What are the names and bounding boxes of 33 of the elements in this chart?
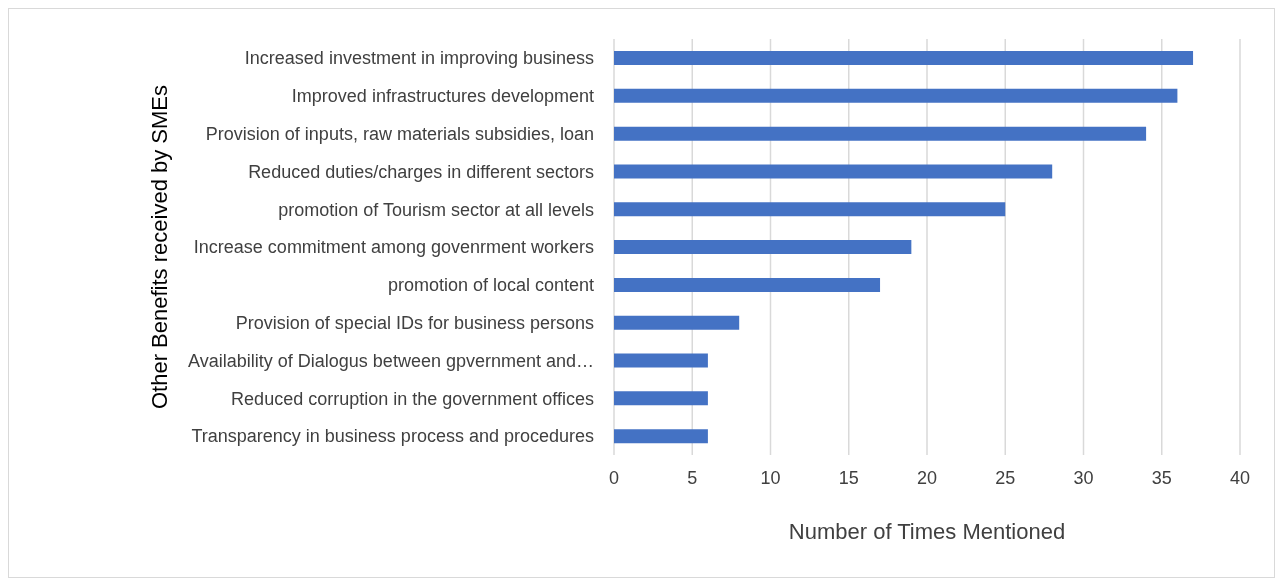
y-tick-label: promotion of Tourism sector at all levels bbox=[278, 199, 594, 220]
x-tick-label: 30 bbox=[1073, 467, 1094, 488]
y-tick-label: Provision of special IDs for business persons bbox=[235, 313, 594, 334]
bar bbox=[614, 353, 708, 368]
x-tick-label: 40 bbox=[1229, 467, 1251, 488]
bar bbox=[614, 164, 1053, 179]
y-tick-label: promotion of local content bbox=[387, 275, 594, 296]
bar bbox=[614, 88, 1178, 103]
x-axis-title: Number of Times Mentioned bbox=[788, 519, 1066, 544]
bar bbox=[614, 315, 740, 330]
bar bbox=[614, 391, 708, 406]
bar bbox=[614, 202, 1006, 217]
y-tick-label: Increase commitment among govenrment workers bbox=[193, 237, 594, 258]
x-tick-label: 15 bbox=[838, 467, 859, 488]
x-tick-label: 5 bbox=[687, 467, 698, 488]
bar bbox=[614, 51, 1194, 65]
y-tick-label: Reduced duties/charges in different sectors bbox=[248, 161, 594, 182]
y-axis-title: Other Benefits received by SMEs bbox=[146, 84, 172, 410]
y-tick-label: Reduced corruption in the government offices bbox=[231, 388, 594, 409]
x-tick-label: 35 bbox=[1151, 467, 1172, 488]
x-tick-label: 0 bbox=[608, 467, 620, 488]
x-tick-label: 10 bbox=[760, 467, 781, 488]
x-tick-label: 20 bbox=[916, 467, 938, 488]
bar bbox=[614, 429, 708, 444]
y-tick-label: Transparency in business process and procedures bbox=[191, 426, 594, 447]
y-tick-label: Provision of inputs, raw materials subsidies, loan bbox=[205, 123, 594, 144]
bar bbox=[614, 240, 912, 255]
y-tick-label: Improved infrastructures development bbox=[291, 86, 594, 107]
y-tick-label: Increased investment in improving business bbox=[244, 48, 594, 69]
bar bbox=[614, 277, 881, 292]
x-tick-label: 25 bbox=[995, 467, 1016, 488]
bar bbox=[614, 126, 1147, 141]
y-tick-label: Availability of Dialogus between gpvernment and… bbox=[188, 350, 594, 371]
